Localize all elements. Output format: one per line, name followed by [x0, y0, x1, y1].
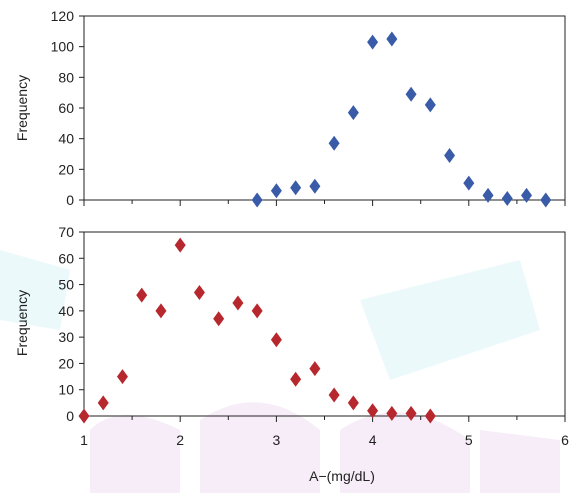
top-data-point — [405, 86, 417, 102]
bottom-data-point — [155, 303, 167, 319]
top-data-point — [270, 183, 282, 199]
top-data-point — [501, 190, 513, 206]
bottom-data-point — [213, 311, 225, 327]
bottom-data-point — [116, 369, 128, 385]
top-data-point — [309, 178, 321, 194]
bottom-y-tick-label: 10 — [58, 382, 74, 398]
bottom-x-tick-label: 2 — [176, 432, 184, 448]
bottom-data-point — [386, 405, 398, 421]
bottom-data-point — [347, 395, 359, 411]
top-y-tick-label: 120 — [51, 8, 75, 24]
bottom-y-tick-label: 30 — [58, 329, 74, 345]
bottom-y-tick-label: 60 — [58, 250, 74, 266]
bottom-y-tick-label: 40 — [58, 303, 74, 319]
bottom-data-point — [367, 403, 379, 419]
x-axis-title: A−(mg/dL) — [309, 468, 375, 484]
bottom-y-axis-title: Frequency — [14, 290, 30, 356]
top-data-point — [521, 187, 533, 203]
bottom-data-point — [290, 371, 302, 387]
top-data-point — [328, 135, 340, 151]
top-data-point — [540, 192, 552, 208]
top-y-tick-label: 20 — [58, 161, 74, 177]
bottom-data-point — [136, 287, 148, 303]
top-y-tick-label: 40 — [58, 131, 74, 147]
top-y-axis-title: Frequency — [14, 75, 30, 141]
top-data-point — [463, 175, 475, 191]
background-watermark — [0, 250, 560, 493]
bottom-data-point — [309, 361, 321, 377]
bottom-data-point — [97, 395, 109, 411]
top-data-point — [386, 31, 398, 47]
top-y-tick-label: 100 — [51, 39, 75, 55]
bottom-data-point — [424, 408, 436, 424]
bottom-y-tick-label: 0 — [66, 408, 74, 424]
top-plot-frame — [83, 15, 566, 201]
bottom-y-tick-label: 70 — [58, 224, 74, 240]
bottom-data-point — [405, 405, 417, 421]
bottom-x-tick-label: 4 — [369, 432, 377, 448]
bottom-data-point — [78, 408, 90, 424]
top-data-point — [444, 148, 456, 164]
bottom-data-point — [232, 295, 244, 311]
bottom-y-tick-label: 50 — [58, 277, 74, 293]
top-data-point — [482, 187, 494, 203]
top-data-point — [424, 97, 436, 113]
bottom-data-point — [270, 332, 282, 348]
bottom-data-point — [193, 284, 205, 300]
bottom-data-point — [174, 237, 186, 253]
top-data-point — [251, 192, 263, 208]
top-data-point — [290, 180, 302, 196]
bottom-y-tick-label: 20 — [58, 355, 74, 371]
bottom-x-tick-label: 3 — [273, 432, 281, 448]
top-y-tick-label: 0 — [66, 192, 74, 208]
bottom-x-tick-label: 1 — [80, 432, 88, 448]
bottom-data-point — [328, 387, 340, 403]
top-data-point — [347, 105, 359, 121]
top-panel: 0 20 40 60 80 100 120 — [51, 8, 566, 208]
top-y-tick-label: 80 — [58, 69, 74, 85]
bottom-x-tick-label: 5 — [465, 432, 473, 448]
bottom-panel: 0 10 20 30 40 50 60 70 1 2 3 4 5 6 — [58, 224, 569, 448]
bottom-data-point — [251, 303, 263, 319]
top-data-point — [367, 34, 379, 50]
bottom-x-tick-label: 6 — [561, 432, 569, 448]
top-y-tick-label: 60 — [58, 100, 74, 116]
